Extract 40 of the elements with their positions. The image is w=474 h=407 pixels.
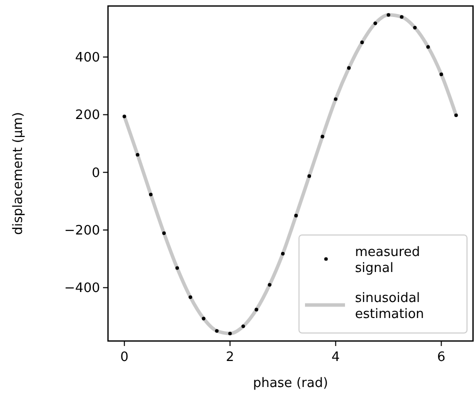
point [400, 15, 404, 19]
x-tick-label: 6 [437, 350, 446, 365]
point [254, 308, 258, 312]
point [334, 97, 338, 101]
point [241, 324, 246, 328]
point [228, 332, 232, 336]
x-tick-label: 0 [120, 350, 129, 365]
point [360, 40, 364, 44]
x-axis-title: phase (rad) [252, 376, 328, 391]
legend-label: measured signal [355, 245, 420, 276]
y-tick-label: 0 [92, 166, 100, 181]
x-tick-label: 4 [332, 350, 340, 365]
point [202, 316, 206, 320]
line-series [122, 13, 458, 336]
point [136, 152, 140, 157]
x-tick-label: 2 [226, 350, 234, 365]
y-tick-label: −200 [64, 224, 100, 239]
point [307, 174, 312, 178]
point [268, 282, 272, 287]
point [426, 45, 430, 49]
point [281, 252, 285, 256]
point [122, 114, 126, 118]
point [440, 72, 444, 76]
point [373, 22, 378, 26]
point [148, 192, 153, 196]
point [320, 134, 324, 138]
y-tick-label: 200 [75, 108, 100, 124]
y-axis-title: displacement (µm) [11, 112, 26, 235]
point [188, 295, 192, 299]
legend-label: sinusoidal estimation [355, 291, 424, 322]
point [215, 329, 219, 333]
point [386, 13, 390, 17]
point [454, 113, 458, 118]
point [347, 66, 351, 70]
point [294, 214, 298, 218]
point [413, 26, 417, 30]
y-tick-label: −400 [64, 281, 100, 296]
point [162, 231, 166, 235]
y-tick-label: 400 [75, 50, 100, 66]
point [175, 266, 179, 270]
